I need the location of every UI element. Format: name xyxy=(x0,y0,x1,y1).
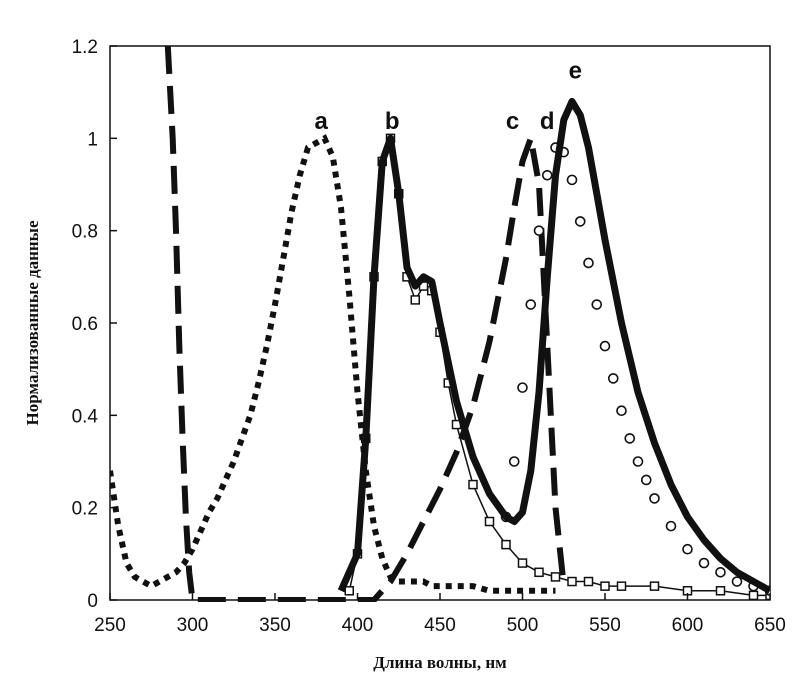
y-tick-label: 0.4 xyxy=(72,406,99,427)
series-b-point xyxy=(345,587,353,595)
series-d-point xyxy=(526,300,535,309)
x-axis-title: Длина волны, нм xyxy=(373,653,507,672)
series-d-point xyxy=(716,568,725,577)
series-b-point xyxy=(502,541,510,549)
y-tick-label: 0.8 xyxy=(72,222,98,243)
series-d-point xyxy=(576,217,585,226)
series-d-point xyxy=(535,226,544,235)
x-tick-label: 450 xyxy=(424,615,456,636)
series-b-point xyxy=(519,559,527,567)
series-d-point xyxy=(700,559,709,568)
series-d-point xyxy=(543,171,552,180)
series-d-point xyxy=(518,383,527,392)
series-d-point xyxy=(667,522,676,531)
series-d-point xyxy=(634,457,643,466)
series-d-point xyxy=(683,545,692,554)
x-tick-label: 350 xyxy=(259,615,291,636)
curve-labels: a b cde xyxy=(315,57,582,135)
chart: 250 300 350 400 450 500 550 600 650 0 0.2 0.4 0.6 0.… xyxy=(0,0,800,681)
series-b-point xyxy=(486,518,494,526)
x-tick-label: 500 xyxy=(507,615,539,636)
series-b-point xyxy=(552,573,560,581)
series-layer xyxy=(110,46,775,600)
series-d-point xyxy=(650,494,659,503)
series-d-point xyxy=(601,342,610,351)
y-tick-label: 1 xyxy=(87,129,98,150)
series-b-point xyxy=(717,587,725,595)
curve-label-d: d xyxy=(540,108,555,135)
y-axis-title: Нормализованные данные xyxy=(23,220,42,425)
series-d-point xyxy=(609,374,618,383)
series-d-point xyxy=(510,457,519,466)
y-tick-label: 0.6 xyxy=(72,314,98,335)
y-tick-label: 1.2 xyxy=(72,37,98,58)
x-tick-label: 550 xyxy=(589,615,621,636)
series-d-point xyxy=(642,475,651,484)
series-d-point xyxy=(617,406,626,415)
x-tick-label: 250 xyxy=(94,615,126,636)
series-d-point xyxy=(733,577,742,586)
series-d-point xyxy=(584,258,593,267)
series-b-point xyxy=(568,578,576,586)
series-b-point xyxy=(469,481,477,489)
series-d-point xyxy=(625,434,634,443)
curve-label-c: c xyxy=(506,108,519,135)
series-b-point xyxy=(411,296,419,304)
y-tick-label: 0 xyxy=(87,591,98,612)
series-b-point xyxy=(651,582,659,590)
curve-label-a: a xyxy=(315,108,329,135)
series-b-point xyxy=(585,578,593,586)
series-d-point xyxy=(592,300,601,309)
curve-label-e: e xyxy=(569,57,582,84)
x-tick-label: 600 xyxy=(672,615,704,636)
x-tick-label: 400 xyxy=(342,615,374,636)
series-b-point xyxy=(601,582,609,590)
series-clip-group xyxy=(110,46,775,600)
series-b-point xyxy=(535,568,543,576)
curve-label-b: b xyxy=(385,108,400,135)
y-tick-label: 0.2 xyxy=(72,499,98,520)
x-tick-label: 300 xyxy=(177,615,209,636)
series-b-point xyxy=(750,591,758,599)
series-b-point xyxy=(618,582,626,590)
x-tick-label: 650 xyxy=(754,615,786,636)
series-d-point xyxy=(568,175,577,184)
